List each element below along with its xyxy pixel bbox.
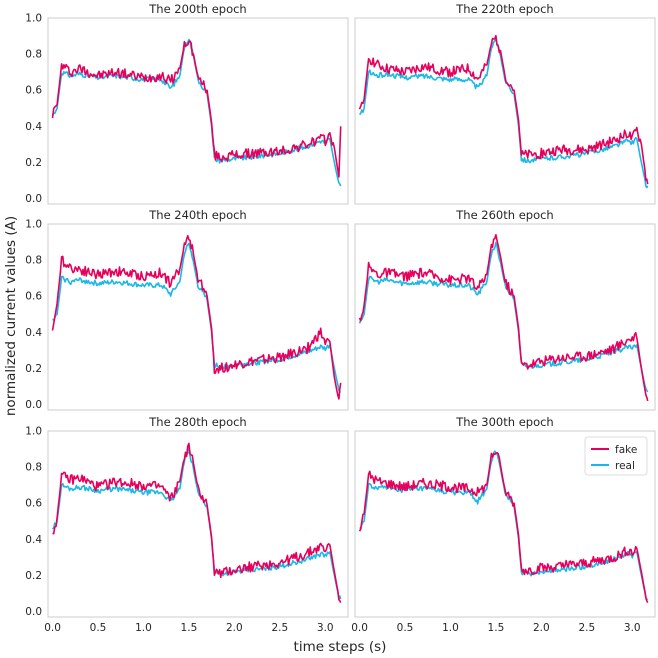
x-tick-label: 0.5	[90, 622, 107, 634]
x-tick-label: 2.5	[578, 622, 595, 634]
subplot-panel: The 200th epoch 0.0 0.2 0.4 0.6 0.8 1.0	[25, 2, 349, 205]
series-line-fake	[52, 442, 342, 603]
x-tick-label: 1.0	[135, 622, 152, 634]
plot-frame	[47, 430, 349, 618]
subplot-panel: The 220th epoch	[354, 2, 656, 205]
y-tick-label: 0.6	[25, 85, 42, 97]
y-tick-label: 0.8	[25, 49, 42, 61]
x-tick-label: 0.5	[397, 622, 414, 634]
series-line-real	[51, 447, 342, 600]
x-tick-label: 1.5	[488, 622, 505, 634]
series-line-fake	[51, 235, 342, 400]
y-tick-label: 0.2	[25, 570, 42, 582]
series-line-fake	[358, 234, 649, 402]
plot-frame	[354, 223, 656, 411]
y-tick-label: 1.0	[25, 426, 42, 438]
y-axis-label: normalized current values (A)	[3, 216, 19, 416]
series-line-fake	[358, 34, 649, 185]
x-tick-label: 2.0	[533, 622, 550, 634]
subplot-title: The 280th epoch	[148, 415, 246, 429]
y-tick-label: 0.6	[25, 291, 42, 303]
plot-frame	[354, 17, 656, 205]
legend-label-fake: fake	[615, 444, 637, 456]
series-line-fake	[51, 40, 342, 178]
subplot-title: The 300th epoch	[455, 415, 553, 429]
subplot-title: The 220th epoch	[455, 2, 553, 16]
x-tick-label: 2.5	[271, 622, 288, 634]
y-tick-label: 0.0	[25, 399, 42, 411]
subplot-title: The 200th epoch	[148, 2, 246, 16]
x-axis-label: time steps (s)	[294, 639, 387, 655]
subplot-panel: The 280th epoch 0.0 0.2 0.4 0.6 0.8 1.0 0.0 0.5 1…	[25, 415, 349, 634]
x-tick-label: 0.0	[44, 622, 61, 634]
subplot-panel: The 240th epoch 0.0 0.2 0.4 0.6 0.8 1.0	[25, 208, 349, 411]
x-tick-label: 1.5	[181, 622, 198, 634]
y-tick-label: 0.4	[25, 121, 42, 133]
y-tick-label: 0.0	[25, 606, 42, 618]
subplot-panel: The 260th epoch	[354, 208, 656, 411]
plot-frame	[47, 17, 349, 205]
subplot-title: The 240th epoch	[148, 208, 246, 222]
y-tick-label: 0.8	[25, 462, 42, 474]
y-tick-label: 0.6	[25, 498, 42, 510]
y-tick-label: 0.2	[25, 363, 42, 375]
legend-label-real: real	[615, 460, 635, 472]
subplot-panel: The 300th epoch 0.0 0.5 1.0 1.5 2.0 2.5 3.0 fake…	[351, 415, 656, 634]
y-tick-label: 0.4	[25, 327, 42, 339]
x-tick-label: 3.0	[624, 622, 641, 634]
subplot-grid: The 200th epoch 0.0 0.2 0.4 0.6 0.8 1.0 The 220…	[25, 2, 656, 634]
series-line-real	[52, 242, 341, 393]
x-tick-label: 0.0	[351, 622, 368, 634]
y-tick-label: 0.2	[25, 157, 42, 169]
subplot-title: The 260th epoch	[455, 208, 553, 222]
y-tick-label: 0.4	[25, 534, 42, 546]
y-tick-label: 1.0	[25, 219, 42, 231]
x-tick-label: 2.0	[226, 622, 243, 634]
y-tick-label: 0.0	[25, 193, 42, 205]
plot-frame	[47, 223, 349, 411]
series-line-fake	[358, 451, 649, 603]
y-tick-label: 1.0	[25, 13, 42, 25]
y-tick-label: 0.8	[25, 255, 42, 267]
x-tick-label: 1.0	[442, 622, 459, 634]
x-tick-label: 3.0	[317, 622, 334, 634]
